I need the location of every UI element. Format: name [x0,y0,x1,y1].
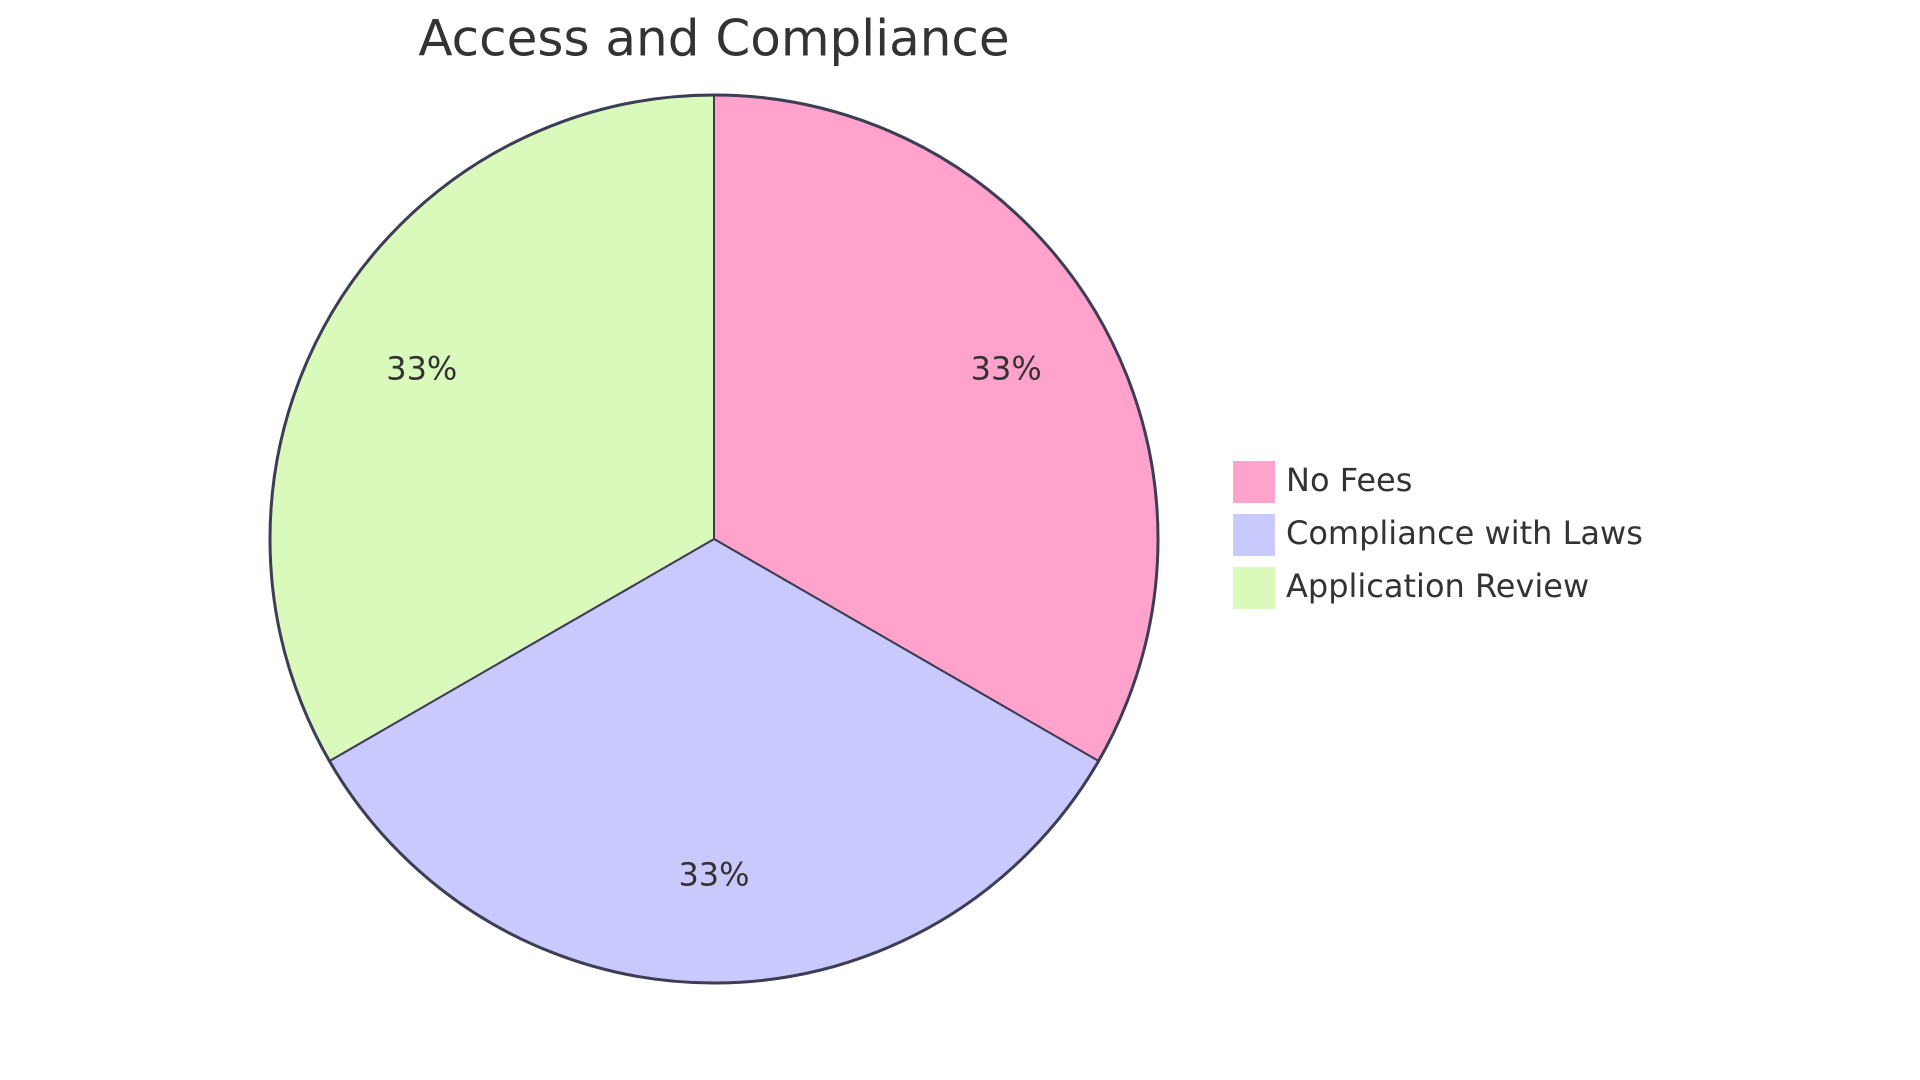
legend-label: Compliance with Laws [1286,514,1643,552]
legend-label: No Fees [1286,461,1412,499]
legend-label: Application Review [1286,567,1589,605]
legend-swatch [1231,565,1277,611]
legend-swatch [1231,459,1277,505]
legend-swatch [1231,512,1277,558]
slice-label: 33% [386,349,457,387]
slice-label: 33% [678,855,749,893]
pie-outline [268,93,1160,985]
slice-label: 33% [971,349,1042,387]
chart-title: Access and Compliance [418,10,1009,68]
